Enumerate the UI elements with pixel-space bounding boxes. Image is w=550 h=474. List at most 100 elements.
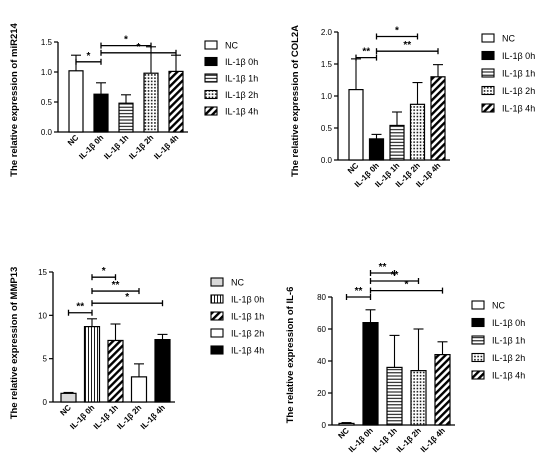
bar <box>338 422 355 426</box>
chart-col2a: The relative expression of COL2A 0.0 0.5 1… <box>290 25 535 189</box>
legend-entry: NC <box>492 301 505 311</box>
legend-entry: IL-1β 1h <box>225 74 258 84</box>
legend-swatch <box>210 277 224 287</box>
bar <box>368 138 385 161</box>
bar <box>362 322 379 426</box>
significance-label: ** <box>403 40 411 51</box>
significance-label: ** <box>112 280 120 291</box>
legend-entry: IL-1β 1h <box>231 312 264 322</box>
bar <box>143 72 159 133</box>
bar <box>168 70 184 133</box>
chart-mir214: The relative expression of miR214 0.0 0.5… <box>9 22 258 176</box>
legend-entry: IL-1β 0h <box>502 51 535 61</box>
legend-entry: IL-1β 4h <box>492 371 525 381</box>
y-tick-label: 1.0 <box>321 92 333 101</box>
y-tick-label: 0.0 <box>321 156 333 165</box>
legend-entry: IL-1β 2h <box>492 353 525 363</box>
legend-swatch <box>481 85 495 96</box>
significance-label: * <box>405 280 409 291</box>
x-tick-label: IL-1β 1h <box>92 403 120 431</box>
legend-swatch <box>481 103 495 113</box>
y-tick-label: 1.5 <box>41 38 53 47</box>
legend-entry: IL-1β 2h <box>231 329 264 339</box>
x-tick-label: IL-1β 4h <box>152 133 180 161</box>
legend-swatch <box>204 106 218 116</box>
bar <box>118 102 134 133</box>
chart-mmp13: The relative expression of MMP13 0 5 10 15 N… <box>9 266 264 431</box>
significance-label: ** <box>379 262 387 273</box>
significance-label: * <box>102 266 106 277</box>
legend-entry: IL-1β 0h <box>225 57 258 67</box>
x-tick-label: NC <box>66 133 81 148</box>
x-tick-label: IL-1β 4h <box>139 403 167 431</box>
bar <box>409 103 426 161</box>
x-tick-label: NC <box>58 403 73 418</box>
y-tick-label: 0 <box>43 398 48 407</box>
y-axis-label: The relative expression of COL2A <box>290 25 301 177</box>
significance-label: ** <box>391 270 399 281</box>
x-tick-label: IL-1β 1h <box>102 133 130 161</box>
y-tick-label: 1.5 <box>321 60 333 69</box>
legend-entry: IL-1β 4h <box>225 107 258 117</box>
bar <box>154 339 171 403</box>
y-tick-label: 0.0 <box>41 128 53 137</box>
bar <box>107 339 124 403</box>
legend-swatch <box>471 370 485 380</box>
y-tick-label: 0.5 <box>41 98 53 107</box>
bar <box>386 366 403 426</box>
legend-entry: NC <box>502 34 515 44</box>
y-tick-label: 20 <box>317 389 326 398</box>
significance-label: * <box>125 292 129 303</box>
y-tick-label: 0 <box>322 421 327 430</box>
x-tick-label: IL-1β 0h <box>347 426 375 454</box>
bar <box>430 76 446 161</box>
x-tick-label: IL-1β 2h <box>395 426 423 454</box>
chart-il6: The relative expression of IL-6 0 20 40 60 8… <box>285 262 525 454</box>
legend-swatch <box>204 89 218 100</box>
y-axis-label: The relative expression of MMP13 <box>9 267 20 420</box>
legend-entry: IL-1β 4h <box>231 346 264 356</box>
legend-entry: IL-1β 2h <box>502 86 535 96</box>
legend-swatch <box>210 328 224 338</box>
legend-swatch <box>481 68 495 78</box>
x-tick-label: IL-1β 1h <box>371 426 399 454</box>
y-tick-label: 10 <box>38 311 47 320</box>
legend-swatch <box>210 294 224 304</box>
y-tick-label: 0.5 <box>321 124 333 133</box>
legend-swatch <box>471 300 485 310</box>
legend-swatch <box>471 317 485 328</box>
legend-swatch <box>204 56 218 67</box>
y-tick-label: 40 <box>317 357 326 366</box>
legend-entry: IL-1β 0h <box>492 318 525 328</box>
legend-swatch <box>481 33 495 43</box>
y-tick-label: 15 <box>38 268 47 277</box>
y-tick-label: 60 <box>317 325 326 334</box>
legend-swatch <box>210 311 224 321</box>
bar <box>434 354 451 426</box>
y-axis-label: The relative expression of miR214 <box>9 22 20 176</box>
legend-entry: NC <box>225 41 238 51</box>
significance-label: * <box>124 35 128 46</box>
legend-swatch <box>471 335 485 345</box>
legend-entry: IL-1β 2h <box>225 90 258 100</box>
y-tick-label: 2.0 <box>321 28 333 37</box>
x-tick-label: IL-1β 0h <box>68 403 96 431</box>
significance-label: * <box>395 25 399 36</box>
significance-label: ** <box>76 302 84 313</box>
legend-swatch <box>204 40 218 50</box>
significance-label: ** <box>355 286 363 297</box>
bar <box>83 326 101 403</box>
bar <box>389 124 405 161</box>
significance-label: * <box>87 51 91 62</box>
x-tick-label: NC <box>336 426 351 441</box>
y-tick-label: 1.0 <box>41 68 53 77</box>
bar <box>130 376 148 403</box>
legend-entry: NC <box>231 278 244 288</box>
significance-label: * <box>137 42 141 53</box>
legend-entry: IL-1β 0h <box>231 295 264 305</box>
legend-entry: IL-1β 1h <box>502 69 535 79</box>
bar <box>68 70 84 133</box>
bar <box>60 392 77 403</box>
x-tick-label: IL-1β 2h <box>127 133 155 161</box>
